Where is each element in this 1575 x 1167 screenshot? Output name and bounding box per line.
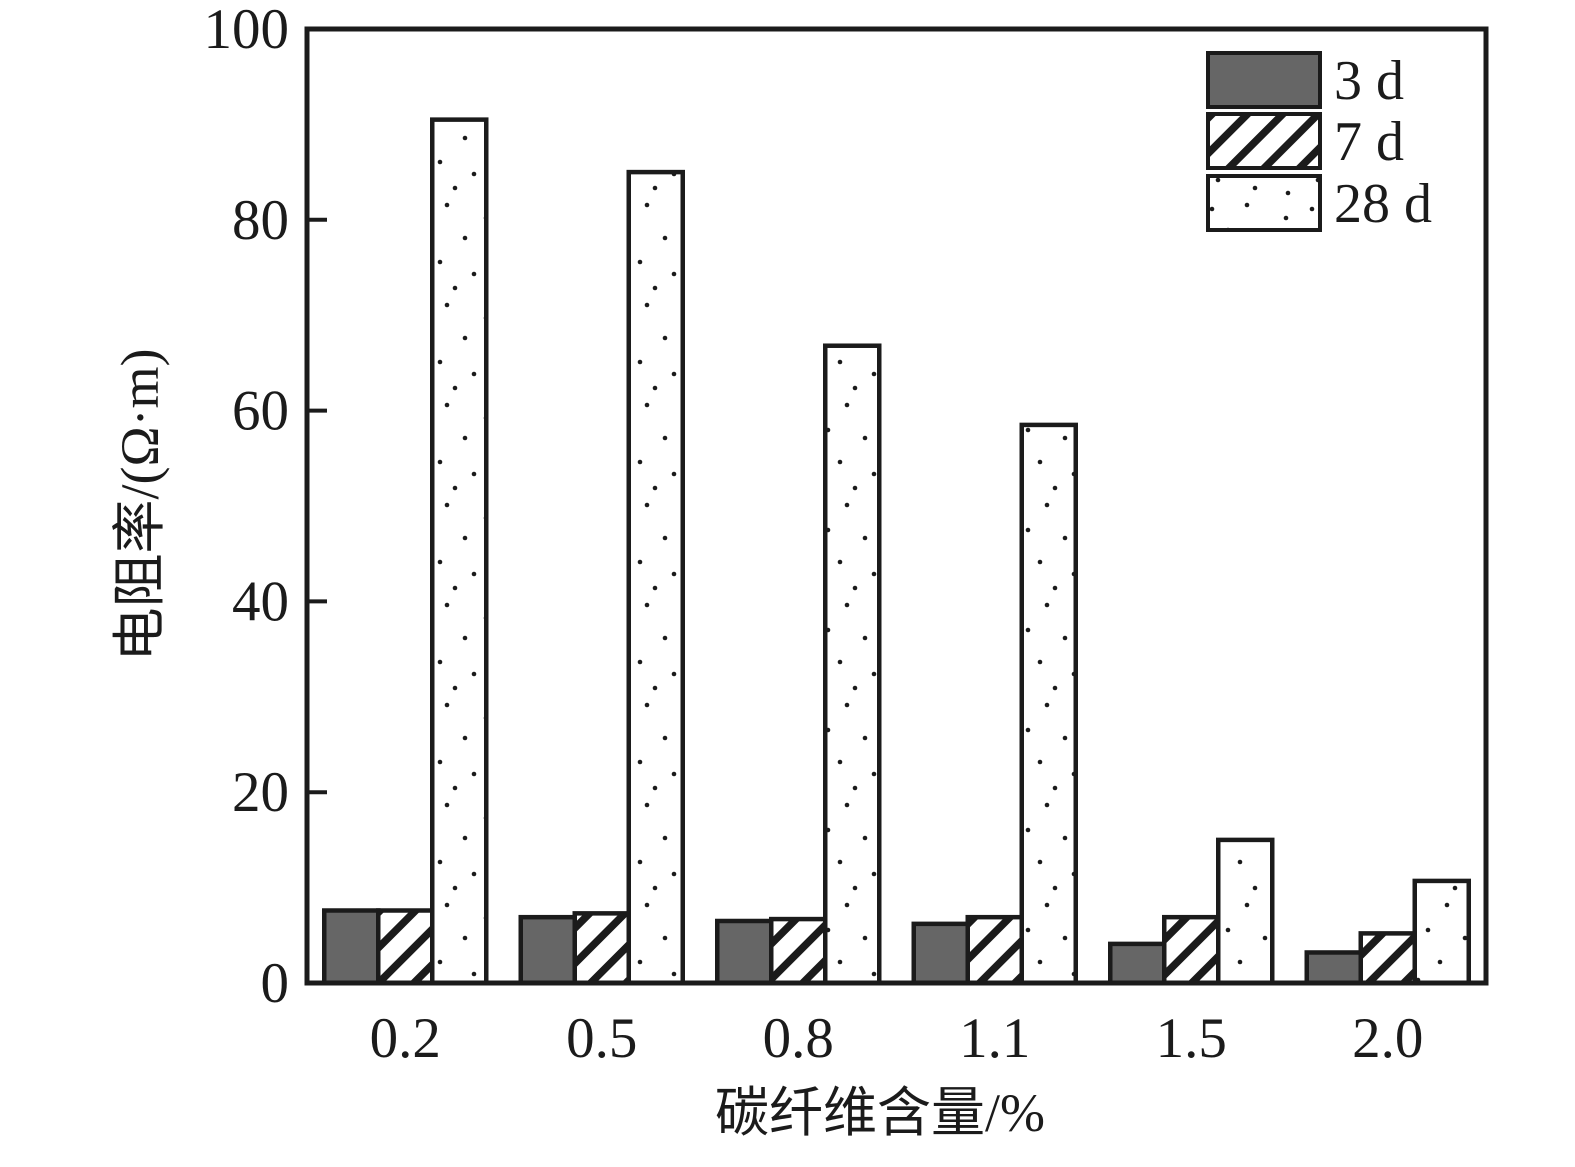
legend: 3 d 7 d 28 d [1206, 50, 1432, 235]
plot-border [304, 26, 1489, 986]
bar-3d-2.0 [1304, 950, 1363, 986]
bar-3d-0.2 [322, 908, 381, 986]
x-tick-label-1.5: 1.5 [1156, 1007, 1227, 1070]
x-tick-label-1.1: 1.1 [959, 1007, 1030, 1070]
x-axis-tick-labels: 0.2 0.5 0.8 1.1 1.5 2.0 [370, 1007, 1424, 1070]
bar-7d-1.1 [965, 914, 1024, 986]
y-axis-tick-labels: 0 20 40 60 80 100 [204, 0, 290, 1015]
bar-28d-2.0 [1412, 878, 1471, 986]
bar-7d-2.0 [1358, 931, 1417, 986]
y-tick-label-100: 100 [204, 0, 290, 61]
legend-swatch-3d [1206, 51, 1322, 109]
y-tick-label-20: 20 [232, 761, 289, 824]
x-tick-label-0.5: 0.5 [566, 1007, 637, 1070]
x-tick-label-2.0: 2.0 [1352, 1007, 1423, 1070]
bar-7d-0.2 [376, 908, 435, 986]
y-tick-label-0: 0 [261, 952, 290, 1015]
x-tick-label-0.2: 0.2 [370, 1007, 441, 1070]
bar-28d-0.5 [626, 169, 685, 986]
bar-28d-1.1 [1019, 422, 1078, 986]
bar-7d-0.8 [769, 916, 828, 986]
y-tick-label-80: 80 [232, 189, 289, 252]
bar-3d-1.5 [1108, 941, 1167, 986]
legend-label-3d: 3 d [1334, 50, 1404, 112]
bar-3d-1.1 [911, 921, 970, 986]
bar-28d-0.8 [823, 343, 882, 986]
y-tick-label-40: 40 [232, 570, 289, 633]
legend-label-28d: 28 d [1334, 173, 1432, 235]
bar-7d-0.5 [572, 911, 631, 986]
legend-label-7d: 7 d [1334, 111, 1404, 173]
bar-7d-1.5 [1162, 914, 1221, 986]
bar-3d-0.5 [518, 914, 577, 986]
x-tick-label-0.8: 0.8 [763, 1007, 834, 1070]
x-axis-title: 碳纤维含量/% [715, 1083, 1045, 1143]
legend-swatch-7d [1206, 112, 1322, 170]
legend-swatch-28d [1206, 174, 1322, 232]
y-tick-label-60: 60 [232, 380, 289, 443]
bar-28d-1.5 [1216, 837, 1275, 986]
bar-28d-0.2 [430, 117, 489, 986]
y-axis-title: 电阻率/(Ω·m) [110, 348, 170, 661]
y-axis-ticks [309, 217, 327, 795]
bar-3d-0.8 [715, 918, 774, 986]
bars-group [322, 117, 1471, 986]
